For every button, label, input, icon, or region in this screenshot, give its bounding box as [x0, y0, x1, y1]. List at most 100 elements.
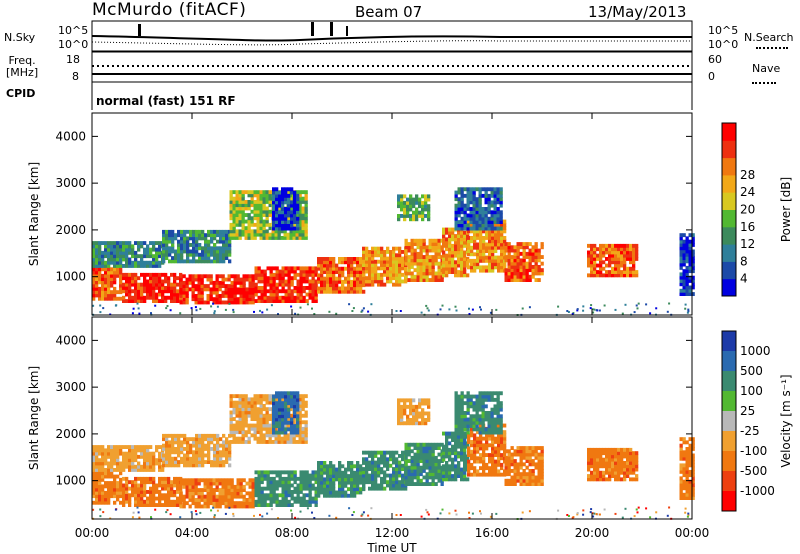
echo-cell [602, 247, 606, 252]
echo-cell [605, 470, 609, 475]
echo-cell [413, 446, 417, 450]
echo-cell [213, 450, 217, 455]
echo-cell [236, 290, 240, 295]
echo-cell [400, 204, 404, 209]
echo-cell [467, 252, 471, 257]
echo-cell [198, 440, 202, 445]
echo-cell [488, 245, 492, 250]
echo-cell [293, 226, 297, 231]
echo-cell [428, 459, 432, 463]
echo-cell [682, 243, 686, 247]
echo-cell [185, 501, 189, 506]
echo-cell [478, 223, 482, 228]
echo-cell [344, 467, 348, 472]
echo-cell [227, 478, 231, 483]
echo-cell [472, 197, 476, 202]
echo-cell [442, 431, 446, 436]
echo-cell [587, 250, 591, 255]
echo-cell [183, 460, 187, 464]
echo-cell [457, 257, 461, 261]
echo-cell [137, 445, 141, 449]
echo-cell [171, 229, 175, 234]
echo-cell [679, 275, 683, 280]
echo-cell [679, 252, 683, 257]
echo-cell [472, 210, 476, 215]
echo-cell [143, 486, 147, 491]
echo-cell [165, 243, 169, 247]
echo-cell [302, 483, 306, 488]
echo-cell [602, 474, 606, 478]
echo-cell [194, 274, 198, 279]
echo-cell [278, 279, 282, 284]
echo-cell [353, 257, 357, 261]
echo-cell [161, 289, 165, 294]
echo-cell [259, 190, 263, 195]
echo-cell [347, 276, 351, 281]
echo-cell [350, 286, 354, 291]
echo-cell [537, 258, 541, 263]
echo-cell [140, 292, 144, 297]
echo-cell [272, 292, 276, 297]
echo-cell [494, 436, 498, 441]
echo-cell [164, 483, 168, 488]
echo-cell [140, 496, 144, 501]
echo-cell [122, 458, 126, 463]
echo-cell [398, 246, 402, 251]
echo-cell [522, 242, 526, 246]
echo-cell [166, 305, 169, 307]
echo-cell [365, 246, 369, 251]
echo-cell [92, 304, 95, 307]
echo-cell [195, 243, 199, 247]
echo-cell [98, 481, 102, 485]
echo-cell [284, 490, 288, 494]
echo-cell [182, 284, 186, 288]
echo-cell [470, 433, 474, 438]
echo-cell [266, 476, 270, 481]
echo-cell [257, 486, 261, 491]
echo-cell [531, 268, 535, 273]
echo-cell [425, 462, 429, 467]
echo-cell [304, 219, 308, 224]
echo-cell [475, 203, 479, 208]
echo-cell [137, 490, 141, 494]
echo-cell [266, 266, 270, 271]
echo-cell [128, 244, 132, 249]
echo-cell [534, 258, 538, 263]
echo-cell [413, 258, 417, 263]
echo-cell [134, 451, 138, 456]
echo-cell [434, 248, 438, 253]
echo-cell [206, 300, 210, 305]
echo-cell [454, 273, 458, 278]
echo-cell [431, 258, 435, 263]
echo-cell [419, 271, 423, 276]
echo-cell [374, 259, 378, 264]
echo-cell [167, 476, 171, 481]
echo-cell [152, 289, 156, 294]
echo-cell [504, 242, 508, 246]
echo-cell [484, 226, 488, 231]
echo-cell [298, 193, 302, 198]
echo-cell [476, 258, 480, 263]
echo-cell [484, 207, 488, 211]
echo-cell [494, 472, 498, 477]
echo-cell [293, 480, 297, 485]
echo-cell [275, 473, 279, 478]
echo-cell [272, 213, 276, 218]
echo-cell [608, 470, 612, 475]
echo-cell [200, 478, 204, 483]
echo-cell [491, 433, 495, 438]
echo-cell [475, 187, 479, 192]
echo-cell [92, 494, 96, 499]
echo-cell [225, 229, 229, 234]
echo-cell [418, 204, 422, 209]
echo-cell [410, 251, 414, 256]
echo-cell [232, 433, 236, 438]
echo-cell [200, 488, 204, 492]
echo-cell [329, 270, 333, 274]
echo-cell [457, 226, 461, 231]
echo-cell [401, 457, 405, 462]
echo-cell [516, 258, 520, 263]
echo-cell [374, 467, 378, 471]
echo-cell [487, 216, 491, 221]
echo-cell [95, 244, 99, 249]
